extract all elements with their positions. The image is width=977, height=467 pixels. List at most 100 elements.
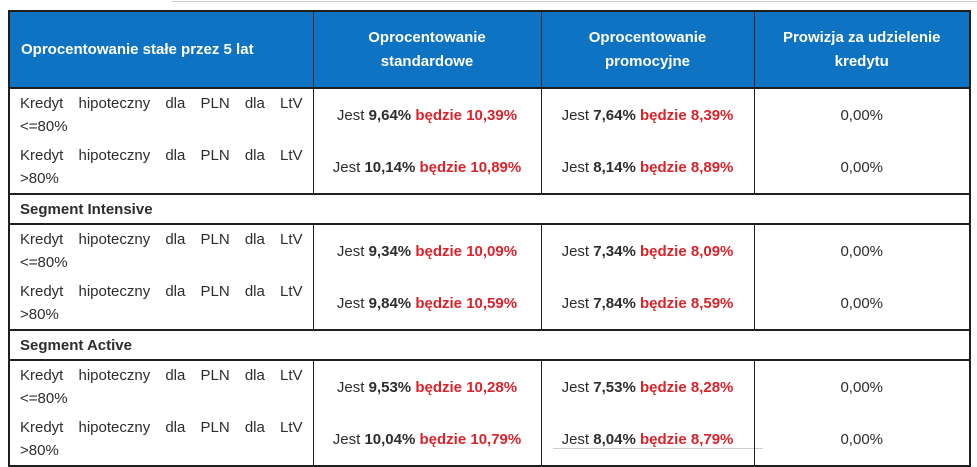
- product-cell: Kredyt hipoteczny dla PLN dla LtV <=80%: [8, 359, 314, 413]
- product-cell: Kredyt hipoteczny dla PLN dla LtV >80%: [8, 277, 314, 331]
- product-name: Kredyt hipoteczny dla PLN dla LtV: [20, 95, 303, 112]
- rate-future-prefix: będzie: [415, 242, 463, 260]
- rate-future-value: 10,79%: [470, 430, 522, 448]
- rate-future-value: 10,89%: [470, 158, 522, 176]
- rate-future-prefix: będzie: [640, 430, 687, 448]
- rate-future-prefix: będzie: [640, 158, 687, 176]
- rate-future-value: 10,09%: [466, 242, 518, 260]
- column-header-fee: Prowizja za udzielenie kredytu: [753, 11, 971, 89]
- segment-header-row: Segment Active: [8, 329, 971, 361]
- rate-current-value: 8,14%: [593, 158, 636, 176]
- rate-future: będzie 10,79%: [420, 431, 522, 448]
- rate-future: będzie 8,09%: [640, 243, 733, 260]
- rate-current-value: 9,64%: [368, 106, 412, 124]
- standard-rate-cell: Jest 9,34% będzie 10,09%: [312, 223, 542, 277]
- rate-current-prefix: Jest: [336, 106, 365, 124]
- rate-current-value: 7,53%: [593, 378, 636, 396]
- product-ltv: <=80%: [20, 254, 68, 271]
- promo-rate-cell: Jest 7,34% będzie 8,09%: [540, 223, 755, 277]
- rates-table-container: Oprocentowanie stałe przez 5 lat Oprocen…: [8, 10, 971, 467]
- rate-future: będzie 10,39%: [415, 107, 517, 124]
- header-line: Prowizja za udzielenie: [782, 28, 941, 46]
- product-row: Kredyt hipoteczny dla PLN dla LtV <=80% …: [8, 87, 971, 141]
- product-row: Kredyt hipoteczny dla PLN dla LtV >80% J…: [8, 413, 971, 467]
- rate-future-prefix: będzie: [415, 106, 463, 124]
- rate-current-prefix: Jest: [561, 242, 590, 260]
- rate-future-value: 8,39%: [690, 106, 734, 124]
- product-row: Kredyt hipoteczny dla PLN dla LtV <=80% …: [8, 359, 971, 413]
- rate-future-value: 10,28%: [466, 378, 518, 396]
- rate-future: będzie 8,39%: [640, 107, 733, 124]
- rate-future-prefix: będzie: [415, 294, 463, 312]
- header-line: Oprocentowanie: [588, 28, 707, 46]
- rate-current-prefix: Jest: [332, 430, 361, 448]
- product-name: Kredyt hipoteczny dla PLN dla LtV: [20, 283, 303, 300]
- header-line: standardowe: [380, 52, 474, 70]
- rate-current-prefix: Jest: [561, 294, 590, 312]
- product-name: Kredyt hipoteczny dla PLN dla LtV: [20, 231, 303, 248]
- rate-current-prefix: Jest: [336, 242, 365, 260]
- rate-future-prefix: będzie: [640, 242, 687, 260]
- rate-future: będzie 10,59%: [415, 295, 517, 312]
- column-header-standard-rate: Oprocentowanie standardowe: [312, 11, 542, 89]
- rate-future: będzie 8,28%: [640, 379, 733, 396]
- standard-rate-cell: Jest 9,53% będzie 10,28%: [312, 359, 542, 413]
- product-ltv: <=80%: [20, 390, 68, 407]
- rate-future-value: 8,59%: [690, 294, 734, 312]
- promo-rate-cell: Jest 8,04% będzie 8,79%: [540, 413, 755, 467]
- rate-future-prefix: będzie: [640, 106, 687, 124]
- promo-rate-cell: Jest 7,84% będzie 8,59%: [540, 277, 755, 331]
- product-name: Kredyt hipoteczny dla PLN dla LtV: [20, 147, 303, 164]
- rate-current-value: 10,14%: [364, 158, 416, 176]
- rate-current-value: 7,34%: [593, 242, 636, 260]
- rate-current-prefix: Jest: [561, 430, 590, 448]
- rate-future-value: 8,89%: [690, 158, 734, 176]
- product-cell: Kredyt hipoteczny dla PLN dla LtV >80%: [8, 413, 314, 467]
- rate-future-value: 8,28%: [690, 378, 734, 396]
- header-line: promocyjne: [604, 52, 691, 70]
- header-line: Oprocentowanie: [368, 28, 486, 46]
- rate-future: będzie 10,09%: [415, 243, 517, 260]
- rate-future-prefix: będzie: [419, 158, 467, 176]
- promo-rate-cell: Jest 8,14% będzie 8,89%: [540, 141, 755, 195]
- rate-current-prefix: Jest: [332, 158, 361, 176]
- standard-rate-cell: Jest 10,14% będzie 10,89%: [312, 141, 542, 195]
- segment-header-row: Segment Intensive: [8, 193, 971, 225]
- rate-current-value: 9,53%: [368, 378, 412, 396]
- promo-rate-cell: Jest 7,64% będzie 8,39%: [540, 87, 755, 141]
- product-ltv: >80%: [20, 170, 59, 187]
- rate-future-value: 10,59%: [466, 294, 518, 312]
- fee-cell: 0,00%: [753, 223, 971, 277]
- rate-current-value: 7,84%: [593, 294, 636, 312]
- fee-cell: 0,00%: [753, 87, 971, 141]
- rate-future: będzie 10,28%: [415, 379, 517, 396]
- product-ltv: >80%: [20, 306, 59, 323]
- rate-future: będzie 10,89%: [420, 159, 522, 176]
- rate-future-prefix: będzie: [640, 294, 687, 312]
- product-row: Kredyt hipoteczny dla PLN dla LtV <=80% …: [8, 223, 971, 277]
- standard-rate-cell: Jest 10,04% będzie 10,79%: [312, 413, 542, 467]
- product-name: Kredyt hipoteczny dla PLN dla LtV: [20, 367, 303, 384]
- fee-cell: 0,00%: [753, 277, 971, 331]
- product-row: Kredyt hipoteczny dla PLN dla LtV >80% J…: [8, 141, 971, 195]
- rate-current-value: 10,04%: [364, 430, 416, 448]
- rate-future-prefix: będzie: [415, 378, 463, 396]
- page-edge-artifact-top: [172, 1, 977, 2]
- rate-future-value: 8,79%: [690, 430, 734, 448]
- rate-current-value: 7,64%: [593, 106, 636, 124]
- rate-future-prefix: będzie: [419, 430, 467, 448]
- rate-current-prefix: Jest: [561, 378, 590, 396]
- rate-current-prefix: Jest: [336, 294, 365, 312]
- product-name: Kredyt hipoteczny dla PLN dla LtV: [20, 419, 303, 436]
- column-header-promo-rate: Oprocentowanie promocyjne: [540, 11, 755, 89]
- rate-current-value: 8,04%: [593, 430, 636, 448]
- header-line: kredytu: [834, 52, 889, 70]
- column-header-product: Oprocentowanie stałe przez 5 lat: [8, 11, 314, 89]
- rate-current-prefix: Jest: [561, 106, 590, 124]
- standard-rate-cell: Jest 9,84% będzie 10,59%: [312, 277, 542, 331]
- product-cell: Kredyt hipoteczny dla PLN dla LtV <=80%: [8, 87, 314, 141]
- rate-future-value: 10,39%: [466, 106, 518, 124]
- rate-current-prefix: Jest: [561, 158, 590, 176]
- fee-cell: 0,00%: [753, 413, 971, 467]
- segment-title: Segment Active: [8, 329, 971, 361]
